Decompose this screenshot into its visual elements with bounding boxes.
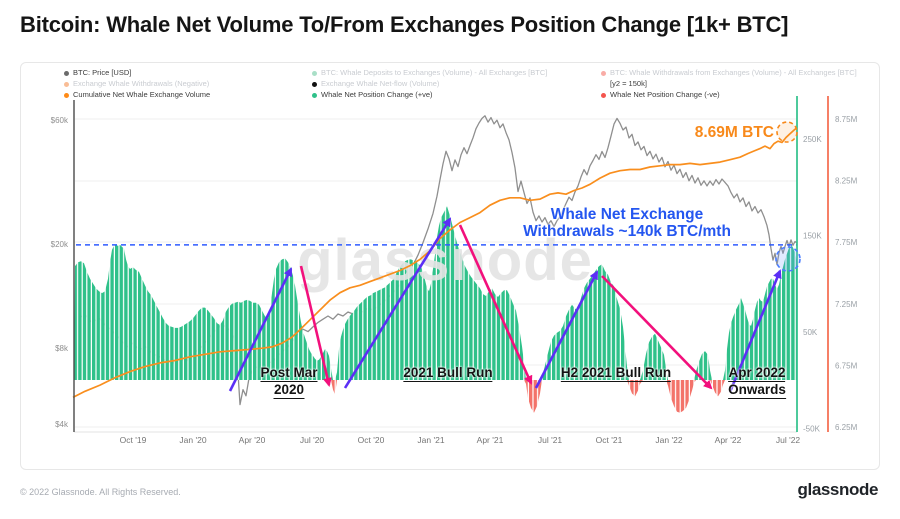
svg-text:-50K: -50K xyxy=(803,424,821,433)
svg-text:Jul '22: Jul '22 xyxy=(776,435,801,445)
legend-label: Exchange Whale Net-flow (Volume) xyxy=(321,79,440,88)
uptrend-arrow xyxy=(728,269,782,393)
cumulative-volume-line xyxy=(72,126,798,399)
svg-text:150K: 150K xyxy=(803,231,822,240)
legend-item-whale-net-position-change-ve[interactable]: Whale Net Position Change (+ve) xyxy=(312,91,547,99)
svg-text:Apr '22: Apr '22 xyxy=(715,435,742,445)
legend-label: BTC: Whale Deposits to Exchanges (Volume… xyxy=(321,68,548,77)
legend-dot xyxy=(64,70,69,76)
svg-text:Jul '20: Jul '20 xyxy=(300,435,325,445)
legend-column-1: BTC: Price [USD] Exchange Whale Withdrawa… xyxy=(64,69,210,99)
uptrend-arrow xyxy=(343,217,452,389)
whale-position-positive-area xyxy=(74,206,797,380)
svg-text:6.75M: 6.75M xyxy=(835,361,858,370)
legend-item-exchange-whale-withdrawals-negative[interactable]: Exchange Whale Withdrawals (Negative) xyxy=(64,80,210,88)
page-title: Bitcoin: Whale Net Volume To/From Exchan… xyxy=(20,12,789,37)
svg-text:Jan '22: Jan '22 xyxy=(655,435,682,445)
legend-label: Cumulative Net Whale Exchange Volume xyxy=(73,90,211,99)
legend-dot xyxy=(312,92,317,98)
svg-text:Apr '20: Apr '20 xyxy=(239,435,266,445)
svg-text:7.75M: 7.75M xyxy=(835,238,858,247)
legend-label: [y2 = 150k] xyxy=(610,79,647,88)
trend-arrows xyxy=(228,217,782,393)
uptrend-arrow xyxy=(534,270,599,389)
legend-dot xyxy=(312,70,317,76)
svg-text:6.25M: 6.25M xyxy=(835,423,858,432)
glassnode-watermark: glassnode xyxy=(297,228,593,293)
x-axis-labels: Oct '19 Jan '20 Apr '20 Jul '20 Oct '20 Jan '… xyxy=(120,435,801,445)
legend-dot xyxy=(64,92,69,98)
svg-text:Jul '21: Jul '21 xyxy=(538,435,563,445)
svg-text:250K: 250K xyxy=(803,135,822,144)
y-axis-position-change-labels: 250K 150K 50K -50K xyxy=(803,135,822,433)
svg-text:$20k: $20k xyxy=(51,240,69,249)
svg-text:$8k: $8k xyxy=(55,344,69,353)
legend-item-btc-whale-deposits-to-exchanges-volume-all-exchanges-btc[interactable]: BTC: Whale Deposits to Exchanges (Volume… xyxy=(312,69,547,77)
legend-item-cumulative-net-whale-exchange-volume[interactable]: Cumulative Net Whale Exchange Volume xyxy=(64,91,210,99)
svg-text:8.25M: 8.25M xyxy=(835,177,858,186)
footer-copyright: © 2022 Glassnode. All Rights Reserved. xyxy=(20,487,181,497)
legend-item-btc-price-usd[interactable]: BTC: Price [USD] xyxy=(64,69,210,77)
svg-text:Oct '19: Oct '19 xyxy=(120,435,147,445)
svg-text:Jan '21: Jan '21 xyxy=(417,435,444,445)
legend-item-whale-net-position-change-ve[interactable]: Whale Net Position Change (-ve) xyxy=(601,91,857,99)
svg-text:Jan '20: Jan '20 xyxy=(179,435,206,445)
legend-item-y2-150k[interactable]: [y2 = 150k] xyxy=(601,80,857,88)
legend-label: Whale Net Position Change (-ve) xyxy=(610,90,720,99)
highlight-circle-1 xyxy=(776,121,798,143)
downtrend-arrow xyxy=(601,275,713,390)
legend-label: Exchange Whale Withdrawals (Negative) xyxy=(73,79,210,88)
glassnode-logo[interactable]: glassnode xyxy=(797,480,879,499)
legend-column-3: BTC: Whale Withdrawals from Exchanges (V… xyxy=(601,69,857,99)
uptrend-arrow xyxy=(228,267,293,392)
svg-text:50K: 50K xyxy=(803,328,818,337)
legend-label: Whale Net Position Change (+ve) xyxy=(321,90,433,99)
highlight-circle-2 xyxy=(775,246,801,272)
y-axis-left-labels: $60k $20k $8k $4k xyxy=(51,116,69,429)
legend-dot xyxy=(601,70,606,76)
y-axis-cumulative-labels: 8.75M 8.25M 7.75M 7.25M 6.75M 6.25M xyxy=(835,115,858,432)
svg-text:7.25M: 7.25M xyxy=(835,300,858,309)
downtrend-arrow xyxy=(299,265,332,387)
legend-dot xyxy=(64,81,69,87)
legend-dot xyxy=(312,81,317,87)
svg-text:Oct '21: Oct '21 xyxy=(596,435,623,445)
svg-text:Apr '21: Apr '21 xyxy=(477,435,504,445)
legend-item-btc-whale-withdrawals-from-exchanges-volume-all-exchanges-btc[interactable]: BTC: Whale Withdrawals from Exchanges (V… xyxy=(601,69,857,77)
whale-position-negative-area xyxy=(74,380,797,413)
legend-item-exchange-whale-net-flow-volume[interactable]: Exchange Whale Net-flow (Volume) xyxy=(312,80,547,88)
svg-text:8.75M: 8.75M xyxy=(835,115,858,124)
legend-label: BTC: Price [USD] xyxy=(73,68,132,77)
legend-dot xyxy=(601,92,606,98)
svg-text:$4k: $4k xyxy=(55,420,69,429)
svg-text:$60k: $60k xyxy=(51,116,69,125)
svg-text:Oct '20: Oct '20 xyxy=(358,435,385,445)
legend-column-2: BTC: Whale Deposits to Exchanges (Volume… xyxy=(312,69,547,99)
downtrend-arrow xyxy=(458,224,533,385)
legend-label: BTC: Whale Withdrawals from Exchanges (V… xyxy=(610,68,857,77)
